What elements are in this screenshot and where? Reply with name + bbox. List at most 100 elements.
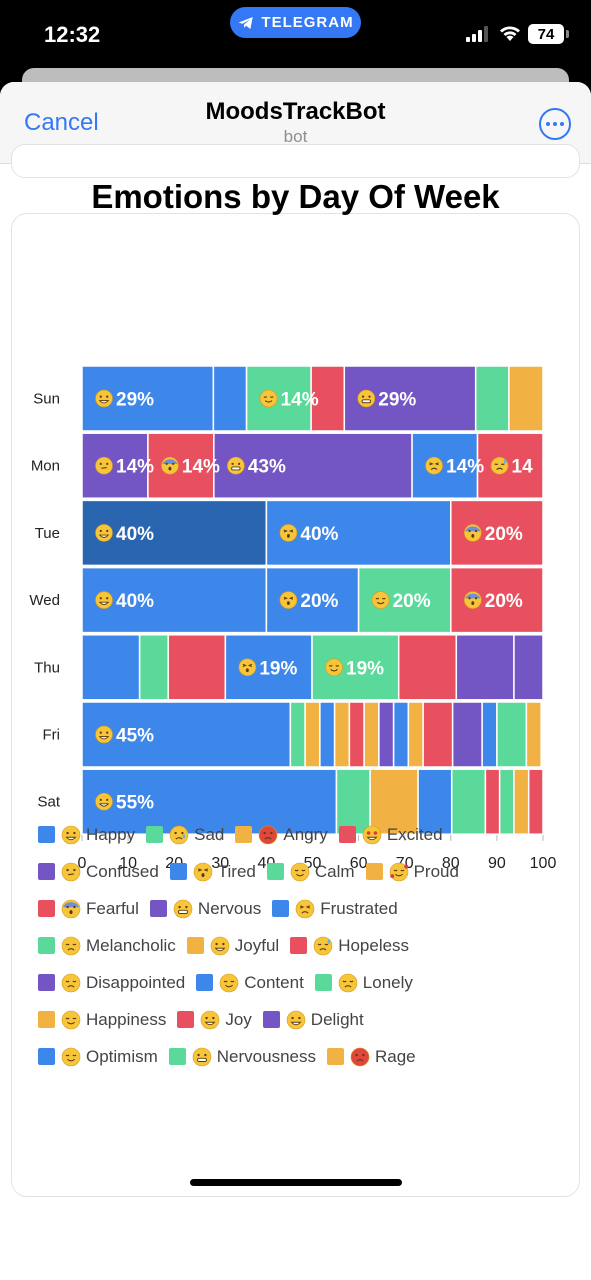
bar-segment[interactable] [496,701,528,768]
tired-emoji-icon [238,658,257,677]
bar-segment[interactable] [147,432,215,499]
bar-row-sat: Sat 55% [37,768,544,835]
bar-segment[interactable] [245,365,312,432]
y-tick-label: Thu [34,659,60,676]
legend-item-confused[interactable]: Confused [38,862,159,882]
bar-segment[interactable] [422,701,454,768]
telegram-pill[interactable]: TELEGRAM [230,7,361,38]
legend-item-frustrated[interactable]: Frustrated [272,899,398,919]
bar-segment[interactable] [513,634,544,701]
data-label: 29% [95,389,154,411]
legend-label: Hopeless [338,935,410,955]
bar-segment[interactable] [319,701,336,768]
legend-item-hopeless[interactable]: Hopeless [290,936,409,956]
legend-item-optimism[interactable]: Optimism [38,1047,158,1067]
legend-item-lonely[interactable]: Lonely [314,973,413,993]
grimace-emoji-icon [227,456,245,475]
legend-item-joyful[interactable]: Joyful [186,936,279,956]
data-label: 20% [371,591,431,612]
bar-segment[interactable] [363,701,380,768]
legend-item-joy[interactable]: Joy [177,1009,252,1030]
sad-emoji-icon [169,825,189,844]
bar-segment[interactable] [138,634,169,701]
bar-segment[interactable] [407,701,424,768]
bar-segment[interactable] [525,701,542,768]
bar-segment[interactable] [81,634,141,701]
frustrated-emoji-icon [425,456,443,475]
data-label: 43% [227,457,286,478]
data-label: 20% [279,591,339,612]
bar-segment[interactable] [213,432,413,499]
bar-segment[interactable] [451,701,483,768]
bar-segment[interactable] [474,365,510,432]
bar-segment[interactable] [333,701,351,768]
legend-item-disappointed[interactable]: Disappointed [38,973,185,993]
smile-emoji-icon [219,973,239,992]
bar-segment[interactable] [392,701,410,768]
legend-item-proud[interactable]: Proud [365,862,459,882]
data-label-text: 29% [378,390,416,411]
bar-segment[interactable] [81,432,149,499]
legend-item-happiness[interactable]: Happiness [38,1010,166,1030]
bar-segment[interactable] [348,701,365,768]
sad-emoji-icon [169,825,189,844]
legend-label: Joy [225,1009,252,1029]
bar-segment[interactable] [304,701,321,768]
legend-item-content[interactable]: Content [196,973,304,993]
legend-item-nervous[interactable]: Nervous [149,898,262,919]
bar-segment[interactable] [455,634,515,701]
legend-item-happy[interactable]: Happy [38,825,135,845]
happy-emoji-icon [95,389,113,408]
more-options-button[interactable] [539,108,571,140]
legend-item-calm[interactable]: Calm [266,861,355,882]
happy-emoji-icon [95,792,113,811]
legend-item-rage[interactable]: Rage [327,1047,416,1067]
bar-segment[interactable] [81,701,292,768]
smile-emoji-icon [61,1010,81,1029]
data-label: 40% [279,524,339,545]
legend-label: Nervous [197,898,262,918]
bar-segment[interactable] [167,634,227,701]
legend-swatch [38,937,55,954]
legend-item-fearful[interactable]: Fearful [38,899,139,919]
cancel-button[interactable]: Cancel [24,109,99,136]
happy-emoji-icon [210,936,230,955]
legend-item-sad[interactable]: Sad [146,825,224,845]
bar-segment[interactable] [289,701,306,768]
bar-segment[interactable] [369,768,419,835]
data-label-text: 14% [281,390,319,411]
legend-label: Disappointed [86,972,186,992]
bar-segment[interactable] [397,634,458,701]
grimace-emoji-icon [192,1047,212,1066]
fearful-emoji-icon [61,899,81,918]
legend-item-tired[interactable]: Tired [169,861,256,882]
bar-segment[interactable] [212,365,248,432]
bar-segment[interactable] [378,701,395,768]
bar-segment[interactable] [527,768,544,835]
angry-emoji-icon [350,1047,370,1066]
legend-item-angry[interactable]: Angry [235,825,328,845]
excited-emoji-icon [362,825,382,844]
legend-label: Tired [217,861,256,881]
battery-icon: 74 [528,24,569,44]
bar-segment[interactable] [481,701,498,768]
legend-item-melancholic[interactable]: Melancholic [38,936,176,956]
legend-item-nervousness[interactable]: Nervousness [168,1047,316,1067]
legend-label: Calm [314,861,355,881]
bar-segment[interactable] [508,365,544,432]
bar-segment[interactable] [450,768,487,835]
data-label-text: 19% [259,658,297,679]
happy-emoji-icon [95,725,113,744]
happy-emoji-icon [286,1010,306,1029]
legend-item-delight[interactable]: Delight [262,1010,364,1030]
legend-item-excited[interactable]: Excited [338,825,443,845]
angry-emoji-icon [350,1047,370,1066]
data-label-text: 29% [116,390,154,411]
data-label: 19% [238,658,298,679]
nav-subtitle: bot [283,127,308,146]
legend-label: Confused [86,861,159,881]
fearful-emoji-icon [463,591,482,609]
bar-segment[interactable] [417,768,453,835]
bar-segment[interactable] [476,432,544,499]
bar-segment[interactable] [335,768,371,835]
